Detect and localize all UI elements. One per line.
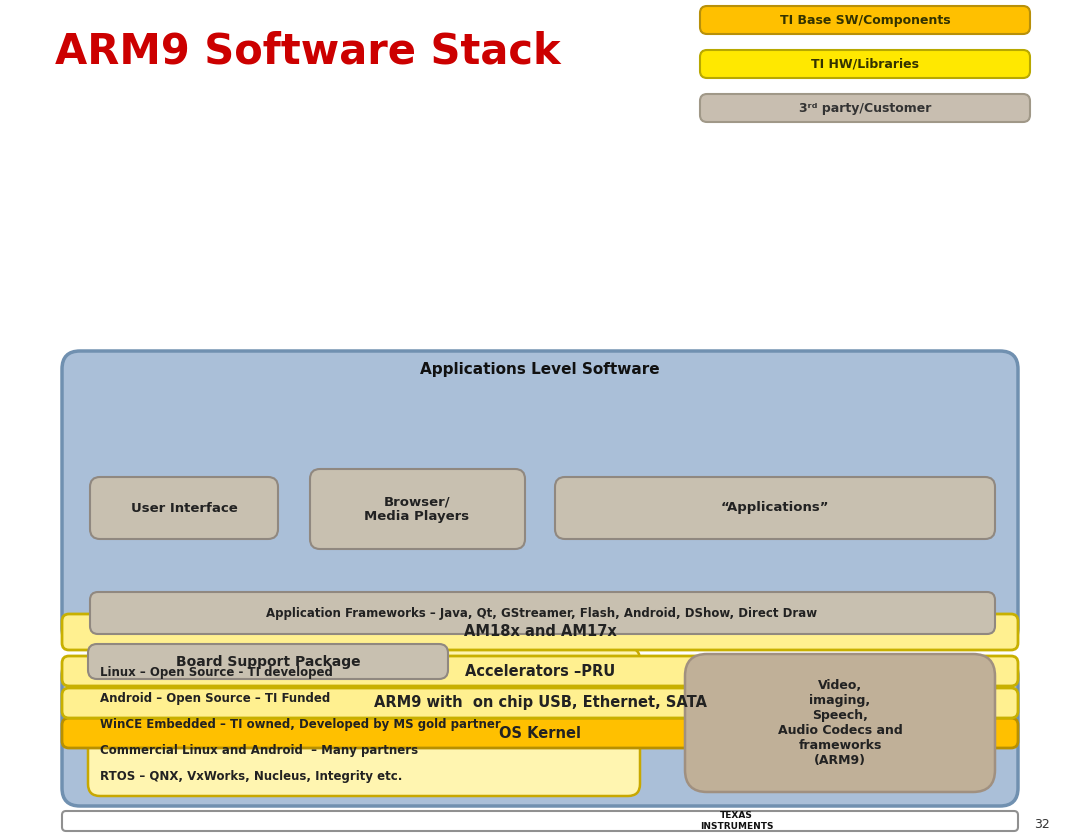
Text: TEXAS
INSTRUMENTS: TEXAS INSTRUMENTS	[700, 811, 773, 831]
Text: Application Frameworks – Java, Qt, GStreamer, Flash, Android, DShow, Direct Draw: Application Frameworks – Java, Qt, GStre…	[267, 606, 818, 620]
Text: User Interface: User Interface	[131, 501, 238, 515]
FancyBboxPatch shape	[62, 811, 1018, 831]
Text: Linux – Open Source - TI developed: Linux – Open Source - TI developed	[100, 666, 333, 679]
Text: Applications Level Software: Applications Level Software	[420, 361, 660, 376]
FancyBboxPatch shape	[310, 469, 525, 549]
FancyBboxPatch shape	[700, 6, 1030, 34]
Text: Accelerators –PRU: Accelerators –PRU	[464, 664, 616, 679]
FancyBboxPatch shape	[62, 614, 1018, 650]
Text: ARM9 with  on chip USB, Ethernet, SATA: ARM9 with on chip USB, Ethernet, SATA	[374, 696, 706, 711]
FancyBboxPatch shape	[62, 656, 1018, 686]
FancyBboxPatch shape	[62, 658, 1018, 806]
Text: 32: 32	[1035, 818, 1050, 831]
Text: OS Kernel: OS Kernel	[499, 726, 581, 741]
FancyBboxPatch shape	[90, 592, 995, 634]
Text: 3ʳᵈ party/Customer: 3ʳᵈ party/Customer	[799, 102, 931, 114]
FancyBboxPatch shape	[62, 688, 1018, 718]
Text: TI HW/Libraries: TI HW/Libraries	[811, 58, 919, 71]
Text: Board Support Package: Board Support Package	[176, 655, 361, 669]
Text: Browser/
Media Players: Browser/ Media Players	[364, 495, 470, 523]
FancyBboxPatch shape	[700, 94, 1030, 122]
Text: “Applications”: “Applications”	[720, 501, 829, 515]
FancyBboxPatch shape	[685, 654, 995, 792]
Text: ARM9 Software Stack: ARM9 Software Stack	[55, 30, 561, 72]
Text: WinCE Embedded – TI owned, Developed by MS gold partner: WinCE Embedded – TI owned, Developed by …	[100, 718, 501, 731]
FancyBboxPatch shape	[555, 477, 995, 539]
FancyBboxPatch shape	[700, 50, 1030, 78]
Text: RTOS – QNX, VxWorks, Nucleus, Integrity etc.: RTOS – QNX, VxWorks, Nucleus, Integrity …	[100, 770, 403, 783]
FancyBboxPatch shape	[87, 644, 448, 679]
FancyBboxPatch shape	[90, 477, 278, 539]
FancyBboxPatch shape	[87, 648, 640, 796]
Text: Commercial Linux and Android  – Many partners: Commercial Linux and Android – Many part…	[100, 744, 418, 757]
Text: TI Base SW/Components: TI Base SW/Components	[780, 13, 950, 27]
Text: Android – Open Source – TI Funded: Android – Open Source – TI Funded	[100, 692, 330, 705]
Text: AM18x and AM17x: AM18x and AM17x	[463, 625, 617, 640]
FancyBboxPatch shape	[62, 718, 1018, 748]
FancyBboxPatch shape	[62, 351, 1018, 646]
Text: Video,
imaging,
Speech,
Audio Codecs and
frameworks
(ARM9): Video, imaging, Speech, Audio Codecs and…	[778, 679, 903, 767]
